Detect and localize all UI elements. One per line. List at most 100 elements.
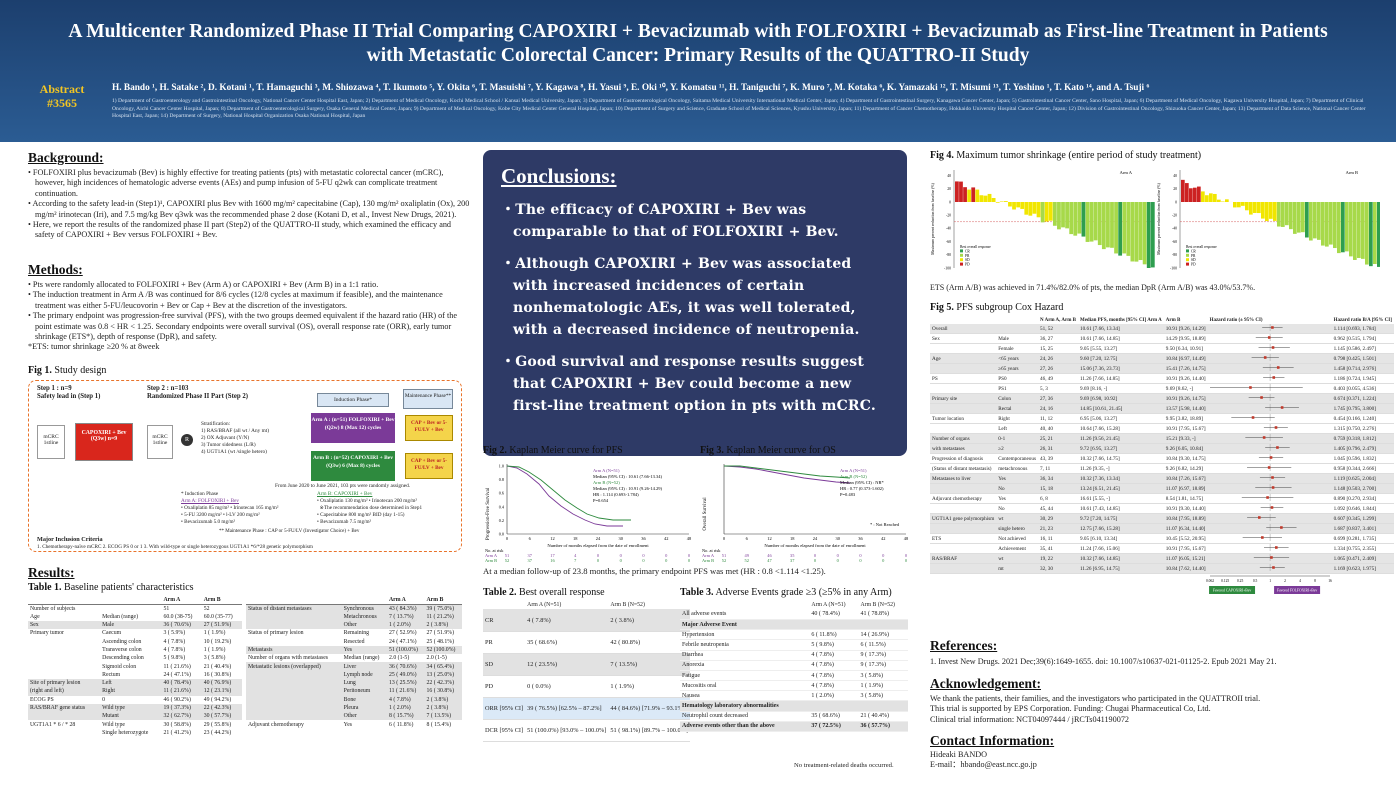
waterfall-bar <box>1201 191 1205 202</box>
table-cell: 40, 40 <box>1038 423 1078 435</box>
table-cell <box>930 543 997 555</box>
table-row: Overall 51, 52 10.61 [7.66, 13.34] 10.91 [9… <box>930 324 1394 335</box>
table-row: Number of organs 0-1 25, 21 11.26 [9.56, 21… <box>930 433 1394 445</box>
table-row: mt 32, 30 11.26 [6.95, 14.75] 10.84 [7.62, … <box>930 563 1394 575</box>
table-cell: 9.50 [6.34, 10.91] <box>1163 343 1208 355</box>
waterfall-bar <box>1189 188 1193 202</box>
maintenance-b-box: CAP + Bev or 5-FU/LV + Bev <box>405 453 453 479</box>
waterfall-bar <box>1048 202 1053 221</box>
table-cell: PS1 <box>996 383 1038 395</box>
forest-plot-cell <box>1207 343 1332 355</box>
hr-point <box>1274 546 1278 550</box>
inclusion-criteria: 1. Chemotherapy-naïve mCRC 2. ECOG PS 0 … <box>37 544 313 550</box>
forest-plot-cell <box>1207 413 1332 425</box>
table-cell <box>809 700 859 712</box>
table-cell: 15.06 [7.36, 23.73] <box>1077 363 1164 375</box>
list-item: • The primary endpoint was progression-f… <box>28 311 458 342</box>
x-tick-label: 36 <box>641 536 646 541</box>
table-cell: 16, 11 <box>1038 533 1078 545</box>
table-cell: 16.61 [5.55, -] <box>1077 493 1164 505</box>
risk-table-cell: 0 <box>814 558 817 563</box>
table-header: N Arm A, Arm B <box>1040 317 1076 323</box>
waterfall-bar <box>1193 187 1197 202</box>
ets-footnote: *ETS: tumor shrinkage ≥20 % at 8week <box>28 342 160 352</box>
table-cell: 1 ( 2.0%) <box>809 690 859 702</box>
table-cell: 5 ( 9.8%) <box>809 639 859 651</box>
fig5-caption: Fig 5. PFS subgroup Cox Hazard <box>930 302 1064 313</box>
os-nr-note: * : Not Reached <box>870 522 900 527</box>
table-cell: Adjuvant chemotherapy <box>248 721 304 728</box>
y-tick-label: -20 <box>946 214 951 218</box>
table-cell: 10.32 [7.66, 14.85] <box>1077 553 1164 565</box>
risk-table-cell: 37 <box>528 553 533 558</box>
table-cell: 45, 44 <box>1038 503 1078 515</box>
table-cell: Colon <box>996 393 1038 405</box>
table-cell: Right <box>996 413 1038 425</box>
waterfall-bar <box>1012 202 1016 210</box>
table2-caption: Table 2. Best overall response <box>483 587 605 598</box>
table-cell: 60.0 (38-75) <box>163 613 193 620</box>
table-cell <box>28 646 100 654</box>
maintenance-note: ** Maintenance Phase : CAP or 5-FU/LV (I… <box>219 529 360 534</box>
author-list: H. Bando ¹, H. Satake ², D. Kotani ¹, T.… <box>112 83 1150 93</box>
waterfall-bar <box>1297 202 1301 233</box>
risk-table-cell: 0 <box>859 553 862 558</box>
table-cell: Median (range) <box>102 613 139 620</box>
forest-plot-cell <box>1207 443 1332 455</box>
risk-table-cell: 0 <box>837 553 840 558</box>
x-tick-label: 18 <box>790 536 795 541</box>
waterfall-bar <box>1293 202 1297 234</box>
hr-point <box>1270 476 1274 480</box>
waterfall-bar <box>1269 202 1273 219</box>
table-cell: 27, 26 <box>1038 363 1078 375</box>
contact-heading: Contact Information: <box>930 733 1055 748</box>
table-header: Arm B <box>201 596 242 605</box>
waterfall-ylabel: Maximum percent reduction from baseline … <box>1157 182 1161 254</box>
table-row: Anorexia 4 ( 7.8%) 9 ( 17.3%) <box>680 660 908 671</box>
table-cell: 9.26 [6.05, 10.84] <box>1163 443 1208 455</box>
table-cell: SD <box>483 653 526 676</box>
table-cell: Achievement <box>996 543 1038 555</box>
waterfall-legend-item: Best overall response <box>960 245 991 249</box>
forest-tick-label: 1 <box>1269 579 1271 583</box>
hr-point <box>1267 336 1271 340</box>
table-cell: 1.405 [0.796, 2.479] <box>1331 443 1394 455</box>
table-cell: 36, 27 <box>1038 333 1078 345</box>
risk-table-cell: 7 <box>574 558 577 563</box>
table-cell: 6 ( 11.8%) <box>809 629 859 641</box>
stratification: Stratification: 1) RAS/BRAF (all wt / Any… <box>201 421 269 455</box>
table-cell: 25 ( 49.0%) <box>386 670 425 679</box>
risk-table-cell: Arm A <box>702 553 715 558</box>
table-cell: 2.0 (1-5) <box>388 655 410 662</box>
table-cell: with metastases <box>930 443 997 455</box>
table-cell <box>246 670 342 679</box>
table-cell: mt <box>996 563 1038 575</box>
table-cell: Major Adverse Event <box>680 619 810 631</box>
best-response-table: Arm A (N=51) Arm B (N=52) CR 4 ( 7.8%) 2 ( 3… <box>483 601 691 742</box>
ets-statement: ETS (Arm A/B) was achieved in 71.4%/82.0… <box>930 283 1256 292</box>
table-cell: 29 ( 55.8%) <box>203 721 232 728</box>
table-cell: Sigmoid colon <box>102 663 137 670</box>
y-tick-label: -40 <box>1172 227 1177 231</box>
table-cell: 51 (100.0%) [93.0% – 100.0%] <box>525 719 609 742</box>
waterfall-bar <box>1081 202 1086 237</box>
arm-a-box: Arm A : (n=51) FOLFOXIRI + Bev (Q2w) 8 (… <box>311 413 395 443</box>
table-row: Lung 13 ( 25.5%) 22 ( 42.3%) <box>246 678 462 688</box>
table-cell: Resected <box>343 638 365 645</box>
waterfall-bar <box>1057 202 1061 230</box>
waterfall-bar <box>1245 202 1249 211</box>
svg-text:HR : 1.114 (0.693-1.784): HR : 1.114 (0.693-1.784) <box>593 492 639 497</box>
table-cell: 19 ( 37.3%) <box>161 703 202 713</box>
table-cell: Status of distant metastases <box>246 604 342 613</box>
y-tick-label: 20 <box>1173 187 1177 191</box>
table-cell: 1.145 [0.586, 2.497] <box>1331 343 1394 355</box>
table-cell: 8 ( 15.7%) <box>386 712 425 721</box>
table-header: Arm B <box>1165 317 1181 323</box>
svg-text:Median (95% CI) : 10.61 (7.66-: Median (95% CI) : 10.61 (7.66-13.34) <box>593 474 662 479</box>
table-cell: 25, 21 <box>1038 433 1078 445</box>
waterfall-bar <box>1085 202 1090 242</box>
table-cell: 0.759 [0.318, 1.812] <box>1331 433 1394 445</box>
table-cell: 4 ( 7.8%) <box>809 650 859 661</box>
table-cell: 44 ( 84.6%) [71.9% – 93.1%] <box>608 697 691 720</box>
waterfall-bar <box>1150 202 1155 268</box>
